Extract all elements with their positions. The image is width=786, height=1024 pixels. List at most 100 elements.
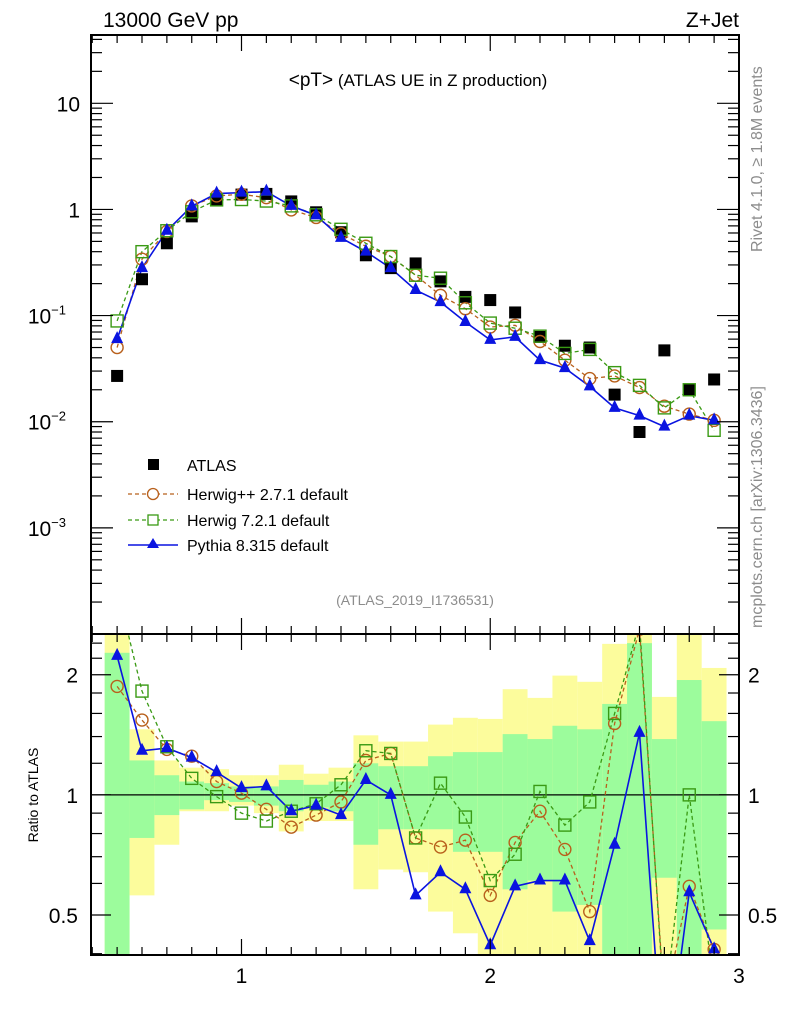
pythia-ratio-point (409, 887, 422, 900)
pythia-point (509, 328, 522, 341)
pythia-ratio-point (434, 864, 447, 877)
herwig7-ratio-point (458, 810, 473, 824)
herwigpp-ratio-point (658, 998, 670, 1010)
pythia-point (484, 331, 497, 344)
herwigpp-ratio-point (483, 888, 497, 903)
rivet-label: Rivet 4.1.0, ≥ 1.8M events (749, 66, 766, 252)
plot-title-main: <pT> (289, 70, 333, 91)
main-plot-marks (110, 183, 721, 439)
plot-title: <pT> (ATLAS UE in Z production) (289, 70, 548, 91)
band-inner (577, 729, 603, 905)
ratio-y-tick-label-left: 2 (66, 665, 78, 688)
herwig7-point (657, 401, 672, 415)
pythia-ratio-point (260, 778, 273, 791)
pythia-ratio-point (160, 740, 173, 753)
herwig7-point (607, 365, 622, 380)
pythia-ratio-point (135, 742, 148, 755)
y-tick-label: 10 (57, 93, 80, 116)
atlas-point (708, 373, 721, 386)
atlas-point (509, 306, 522, 319)
herwig7-point (483, 316, 497, 330)
herwig7-ratio-point (259, 814, 274, 828)
band-inner (602, 703, 628, 955)
pythia-point (185, 198, 198, 211)
pythia-point (260, 183, 273, 196)
herwig7-ratio-point (408, 831, 423, 845)
band-inner (129, 760, 155, 838)
herwig7-ratio-point (234, 806, 249, 820)
legend-atlas-label: ATLAS (187, 458, 237, 475)
herwig7-ratio-point (135, 684, 149, 698)
herwig7-point (558, 346, 572, 361)
pythia-ratio-point (310, 797, 323, 810)
legend-atlas-marker (148, 459, 159, 470)
herwig7-point (632, 378, 647, 393)
ratio-plot-marks (91, 634, 739, 1015)
pythia-point (334, 229, 347, 242)
pythia-point (633, 407, 646, 420)
pythia-point (111, 331, 124, 344)
pythia-point (409, 282, 422, 295)
band-inner (204, 783, 230, 801)
herwig7-ratio-point (583, 795, 597, 809)
legend-herwig7-marker (147, 514, 159, 526)
band-inner (651, 739, 677, 878)
herwig7-point (110, 314, 124, 328)
atlas-point (558, 339, 571, 352)
band-inner (253, 786, 279, 806)
atlas-point (135, 273, 148, 286)
pythia-line (116, 190, 715, 428)
herwig7-ratio-point (533, 784, 547, 799)
herwigpp-ratio-point (583, 904, 597, 919)
pythia-point (285, 197, 298, 210)
band-inner (104, 652, 130, 955)
ratio-ylabel: Ratio to ATLAS (25, 748, 41, 843)
herwig7-ratio-point (658, 1003, 670, 1015)
pythia-point (210, 185, 223, 198)
pythia-ratio-point (509, 878, 522, 891)
herwig7-ratio-point (185, 771, 199, 786)
band-inner (502, 734, 528, 890)
herwigpp-ratio-point (135, 713, 149, 727)
ratio-y-tick-label-right: 0.5 (748, 905, 777, 928)
herwigpp-ratio-point (533, 804, 547, 818)
atlas-point (185, 210, 198, 223)
pythia-point (310, 207, 323, 220)
legend-herwig7-label: Herwig 7.2.1 default (187, 513, 330, 530)
herwigpp-ratio-point (433, 840, 448, 854)
band-inner (676, 680, 702, 955)
atlas-point (633, 426, 646, 439)
energy-label: 13000 GeV pp (103, 9, 238, 32)
pythia-ratio-point (359, 771, 372, 784)
herwig7-ratio-point (483, 873, 497, 888)
pythia-ratio-point (683, 884, 696, 897)
legend-herwigpp-label: Herwig++ 2.7.1 default (187, 487, 349, 504)
herwigpp-ratio-point (284, 820, 298, 834)
herwig7-ratio-point (708, 981, 720, 993)
pythia-ratio-point (235, 780, 248, 793)
y-tick-label: 1 (68, 199, 80, 222)
pythia-point (459, 313, 472, 326)
ratio-y-tick-label-right: 2 (748, 665, 760, 688)
herwig7-point (433, 271, 448, 285)
pythia-point (384, 260, 397, 273)
herwig7-ratio-point (209, 789, 224, 804)
herwig7-ratio-point (384, 746, 398, 761)
x-tick-label: 1 (236, 965, 248, 988)
herwig7-point (458, 296, 473, 310)
pythia-ratio-point (210, 764, 223, 777)
herwigpp-ratio-point (110, 679, 124, 694)
analysis-id: (ATLAS_2019_I1736531) (336, 592, 494, 608)
x-tick-label: 3 (733, 965, 745, 988)
pythia-ratio-point (384, 786, 397, 799)
atlas-point (111, 369, 124, 382)
herwig7-ratio-point (433, 776, 448, 790)
band-inner (428, 756, 453, 830)
herwig7-ratio-point (558, 818, 572, 832)
legend-herwigpp-marker (146, 487, 160, 501)
mcplots-label: mcplots.cern.ch [arXiv:1306.3436] (749, 386, 766, 628)
herwig7-ratio-point (682, 788, 696, 802)
pythia-point (160, 222, 173, 235)
pythia-ratio-point (633, 724, 646, 737)
